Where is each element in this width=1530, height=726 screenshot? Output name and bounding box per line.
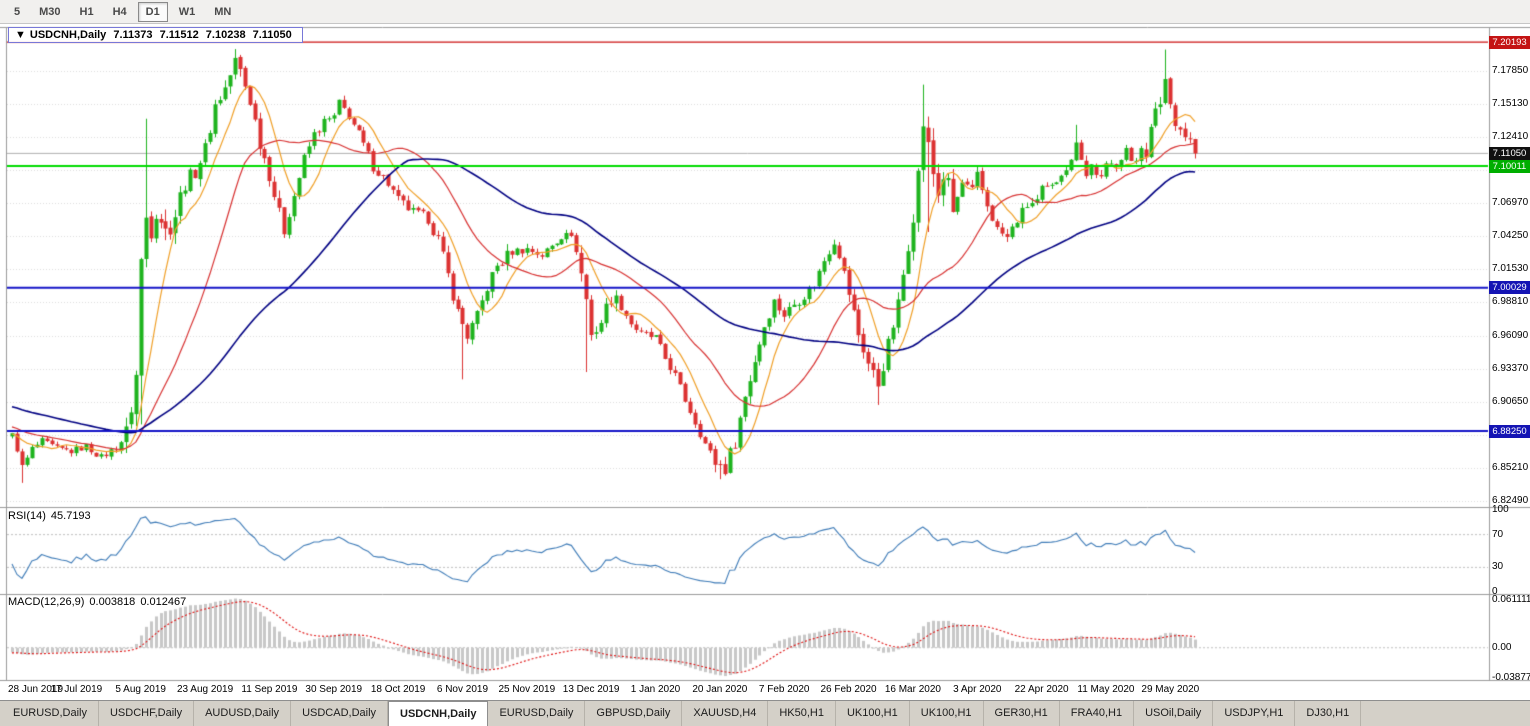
ohlc-low: 7.10238 bbox=[205, 29, 246, 41]
ohlc-high: 7.11512 bbox=[159, 29, 199, 41]
price-tick-label: 7.17850 bbox=[1492, 64, 1529, 76]
date-axis-label: 28 Jun 2019 bbox=[8, 684, 64, 695]
rsi-scale-label: 30 bbox=[1492, 561, 1504, 573]
price-badge: 7.11050 bbox=[1489, 146, 1530, 160]
timeframe-button-mn[interactable]: MN bbox=[214, 5, 232, 18]
date-axis-label: 7 Feb 2020 bbox=[758, 684, 810, 695]
chart-tab-usoil-daily[interactable]: USOil,Daily bbox=[1134, 701, 1214, 726]
date-axis-label: 23 Aug 2019 bbox=[176, 684, 234, 695]
date-axis-label: 26 Feb 2020 bbox=[820, 684, 877, 695]
date-axis-label: 22 Apr 2020 bbox=[1014, 684, 1069, 695]
rsi-name: RSI(14) bbox=[8, 510, 46, 522]
chart-tab-usdchf-daily[interactable]: USDCHF,Daily bbox=[99, 701, 195, 726]
chart-tab-usdcad-daily[interactable]: USDCAD,Daily bbox=[291, 701, 389, 726]
macd-indicator-label: MACD(12,26,9) 0.003818 0.012467 bbox=[8, 596, 191, 608]
timeframe-button-h1[interactable]: H1 bbox=[79, 5, 94, 18]
chart-tab-xauusd-h4[interactable]: XAUUSD,H4 bbox=[682, 701, 769, 726]
chart-tab-dj30-h1[interactable]: DJ30,H1 bbox=[1295, 701, 1362, 726]
price-badge: 6.88250 bbox=[1489, 424, 1530, 438]
price-badge: 7.20193 bbox=[1489, 35, 1530, 49]
timeframe-button-w1[interactable]: W1 bbox=[178, 5, 196, 18]
ohlc-close: 7.11050 bbox=[252, 29, 292, 41]
price-tick-label: 7.06970 bbox=[1492, 197, 1529, 209]
chart-title[interactable]: ▼ USDCNH,Daily 7.11373 7.11512 7.10238 7.… bbox=[8, 27, 303, 43]
macd-scale-bottom: -0.03877 bbox=[1492, 672, 1530, 683]
date-axis-label: 30 Sep 2019 bbox=[305, 684, 363, 695]
date-axis-label: 11 May 2020 bbox=[1077, 684, 1135, 695]
price-badge: 7.00029 bbox=[1489, 281, 1530, 295]
date-axis-label: 5 Aug 2019 bbox=[115, 684, 166, 695]
date-axis-label: 6 Nov 2019 bbox=[436, 684, 489, 695]
date-axis-label: 29 May 2020 bbox=[1141, 684, 1200, 695]
price-tick-label: 7.15130 bbox=[1492, 97, 1529, 109]
date-axis-label: 25 Nov 2019 bbox=[498, 684, 556, 695]
chart-overlay: ▼ USDCNH,Daily 7.11373 7.11512 7.10238 7.… bbox=[0, 24, 1530, 700]
timeframe-button-m30[interactable]: M30 bbox=[39, 5, 61, 18]
chart-tab-audusd-daily[interactable]: AUDUSD,Daily bbox=[194, 701, 292, 726]
rsi-value: 45.7193 bbox=[50, 510, 91, 522]
price-tick-label: 6.85210 bbox=[1492, 462, 1529, 474]
rsi-scale-label: 100 bbox=[1492, 504, 1509, 515]
ohlc-open: 7.11373 bbox=[113, 29, 153, 41]
macd-scale-zero: 0.00 bbox=[1492, 641, 1512, 653]
price-tick-label: 7.04250 bbox=[1492, 230, 1529, 242]
chart-tab-hk50-h1[interactable]: HK50,H1 bbox=[768, 701, 836, 726]
macd-scale-top: 0.0611119 bbox=[1492, 594, 1530, 605]
timeframe-toolbar: 5 M30 H1 H4 D1 W1 MN bbox=[0, 0, 1530, 24]
chart-symbol-label: USDCNH,Daily bbox=[29, 29, 107, 41]
price-tick-label: 6.98810 bbox=[1492, 296, 1529, 308]
price-badge: 7.10011 bbox=[1489, 159, 1530, 173]
timeframe-button-5[interactable]: 5 bbox=[14, 5, 21, 18]
date-axis-label: 16 Mar 2020 bbox=[884, 684, 941, 695]
macd-name: MACD(12,26,9) bbox=[8, 596, 85, 608]
macd-value-main: 0.003818 bbox=[89, 596, 136, 608]
price-tick-label: 6.96090 bbox=[1492, 329, 1529, 341]
date-axis-label: 1 Jan 2020 bbox=[630, 684, 681, 695]
price-tick-label: 6.82490 bbox=[1492, 495, 1529, 507]
rsi-scale-label: 0 bbox=[1492, 586, 1498, 597]
chart-tab-eurusd-daily[interactable]: EURUSD,Daily bbox=[488, 701, 586, 726]
chart-tab-eurusd-daily[interactable]: EURUSD,Daily bbox=[2, 701, 99, 726]
timeframe-button-d1[interactable]: D1 bbox=[137, 1, 168, 22]
price-tick-label: 7.01530 bbox=[1492, 263, 1529, 275]
chart-tab-bar: EURUSD,Daily USDCHF,Daily AUDUSD,Daily USDC… bbox=[0, 700, 1530, 726]
rsi-scale-label: 70 bbox=[1492, 528, 1504, 540]
chart-tab-uk100-h1[interactable]: UK100,H1 bbox=[836, 701, 910, 726]
price-tick-label: 6.90650 bbox=[1492, 395, 1529, 407]
chart-canvas[interactable] bbox=[0, 24, 1530, 700]
date-axis-label: 20 Jan 2020 bbox=[692, 684, 748, 695]
date-axis-label: 11 Sep 2019 bbox=[241, 684, 298, 695]
chart-tab-ger30-h1[interactable]: GER30,H1 bbox=[984, 701, 1060, 726]
rsi-indicator-label: RSI(14) 45.7193 bbox=[8, 510, 96, 522]
date-axis-label: 13 Dec 2019 bbox=[562, 684, 620, 695]
chart-tab-gbpusd-daily[interactable]: GBPUSD,Daily bbox=[585, 701, 683, 726]
date-axis-label: 17 Jul 2019 bbox=[50, 684, 103, 695]
date-axis-label: 3 Apr 2020 bbox=[953, 684, 1002, 695]
price-tick-label: 7.12410 bbox=[1492, 130, 1529, 142]
chart-tab-uk100-h1[interactable]: UK100,H1 bbox=[910, 701, 984, 726]
price-tick-label: 6.93370 bbox=[1492, 362, 1529, 374]
chart-region: ▼ USDCNH,Daily 7.11373 7.11512 7.10238 7.… bbox=[0, 24, 1530, 700]
chart-tab-fra40-h1[interactable]: FRA40,H1 bbox=[1060, 701, 1135, 726]
chart-tab-usdcnh-daily[interactable]: USDCNH,Daily bbox=[388, 701, 489, 726]
timeframe-button-h4[interactable]: H4 bbox=[112, 5, 127, 18]
chart-tab-usdjpy-h1[interactable]: USDJPY,H1 bbox=[1213, 701, 1296, 726]
macd-value-signal: 0.012467 bbox=[140, 596, 187, 608]
date-axis-label: 18 Oct 2019 bbox=[370, 684, 426, 695]
chart-dropdown-icon: ▼ bbox=[15, 29, 26, 41]
